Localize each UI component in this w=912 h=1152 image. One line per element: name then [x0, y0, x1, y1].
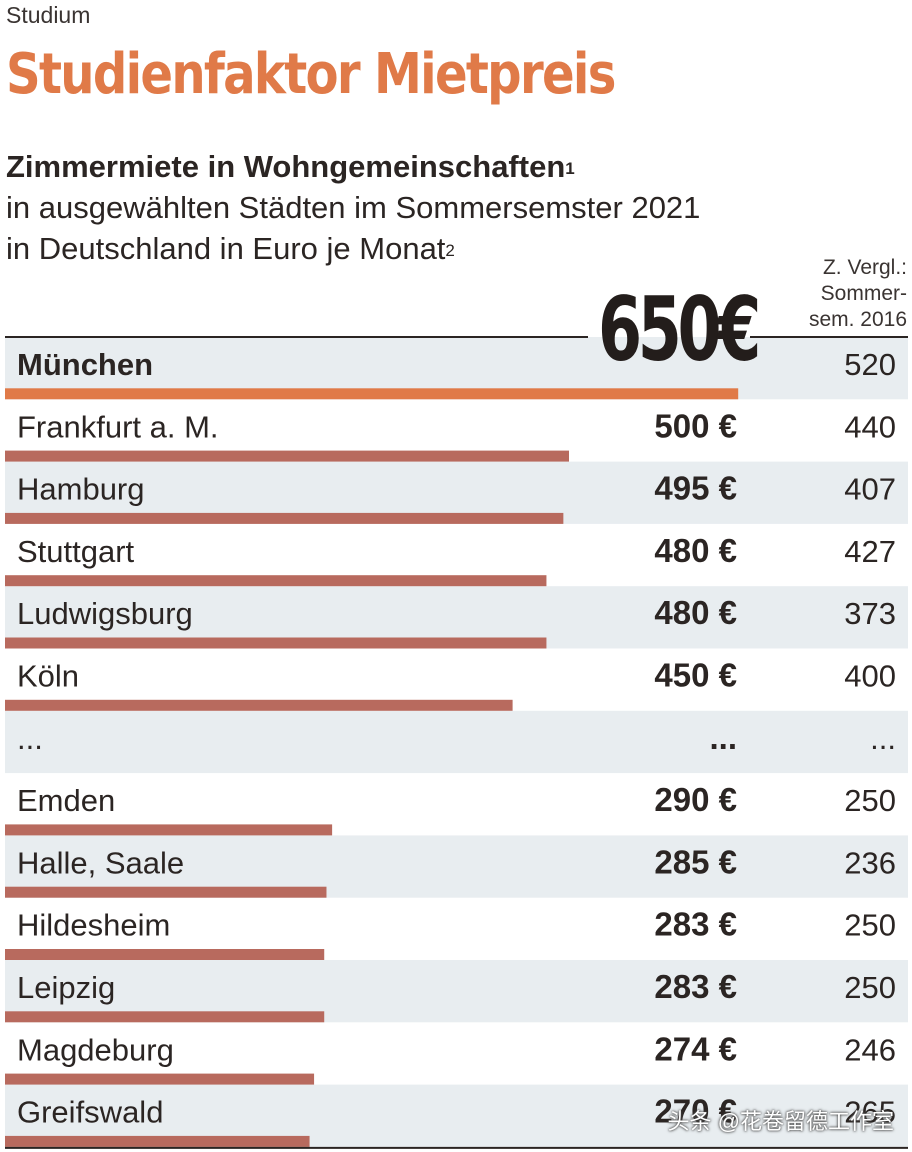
bar: [5, 637, 547, 649]
value-label: 270 €: [654, 1093, 737, 1130]
city-label: Frankfurt a. M.: [17, 409, 219, 444]
bar: [5, 1135, 310, 1147]
comparison-label: 407: [844, 472, 896, 507]
bar: [5, 699, 513, 711]
value-label: 283 €: [654, 906, 737, 943]
city-label: Hamburg: [17, 472, 145, 507]
city-label: Köln: [17, 659, 79, 694]
value-label: 500 €: [654, 407, 737, 444]
comparison-label: 427: [844, 534, 896, 569]
bar: [5, 512, 564, 524]
comparison-label: 265: [844, 1095, 896, 1130]
value-label: 283 €: [654, 968, 737, 1005]
city-label: Leipzig: [17, 970, 115, 1005]
bar: [5, 450, 569, 462]
city-label: Greifswald: [17, 1095, 163, 1130]
bar: [5, 1011, 325, 1023]
comparison-label: 246: [844, 1032, 896, 1067]
kicker: Studium: [6, 2, 91, 28]
value-label: 480 €: [654, 532, 737, 569]
value-label: 290 €: [654, 781, 737, 818]
footnote-marker-1: 1: [565, 159, 575, 178]
city-label: Emden: [17, 783, 115, 818]
value-label: ...: [709, 719, 737, 756]
comparison-label: 250: [844, 908, 896, 943]
bar: [5, 824, 333, 836]
comparison-header-line-2: Sommer-: [820, 282, 907, 305]
comparison-label: 236: [844, 845, 896, 880]
city-label: Stuttgart: [17, 534, 135, 569]
comparison-label: 440: [844, 409, 896, 444]
city-label: München: [17, 347, 153, 382]
comparison-label: 400: [844, 659, 896, 694]
value-label: 495 €: [654, 470, 737, 507]
city-label: Halle, Saale: [17, 845, 184, 880]
subhead-line-3: in Deutschland in Euro je Monat: [6, 231, 446, 266]
subhead: Zimmermiete in Wohngemeinschaften1 in au…: [6, 146, 700, 269]
comparison-label: 250: [844, 970, 896, 1005]
value-label: 450 €: [654, 657, 737, 694]
value-label: 285 €: [654, 843, 737, 880]
comparison-header-line-3: sem. 2016: [808, 308, 907, 331]
city-label: Hildesheim: [17, 908, 170, 943]
bar: [5, 388, 739, 400]
watermark: 头条 @花卷留德工作室: [667, 1109, 894, 1134]
city-label: ...: [17, 721, 43, 756]
headline: Studienfaktor Mietpreis: [6, 42, 616, 107]
bar: [5, 949, 325, 960]
comparison-label: 373: [844, 596, 896, 631]
footnote-marker-2: 2: [445, 241, 455, 260]
row-background: [5, 710, 908, 774]
subhead-line-2: in ausgewählten Städten im Sommersemster…: [6, 190, 701, 225]
bar: [5, 1073, 315, 1085]
city-label: Magdeburg: [17, 1032, 174, 1067]
comparison-label: ...: [870, 721, 896, 756]
comparison-label: 250: [844, 783, 896, 818]
bar: [5, 575, 547, 587]
comparison-label: 520: [844, 347, 896, 382]
comparison-column-header: Z. Vergl.: Sommer- sem. 2016: [809, 255, 907, 333]
value-label: 274 €: [654, 1030, 737, 1067]
comparison-header-line-1: Z. Vergl.:: [822, 256, 907, 279]
value-label: 480 €: [654, 594, 737, 631]
highlight-value: 650€: [598, 278, 761, 381]
city-label: Ludwigsburg: [17, 596, 193, 631]
bar: [5, 886, 327, 898]
subhead-title: Zimmermiete in Wohngemeinschaften: [6, 149, 566, 184]
